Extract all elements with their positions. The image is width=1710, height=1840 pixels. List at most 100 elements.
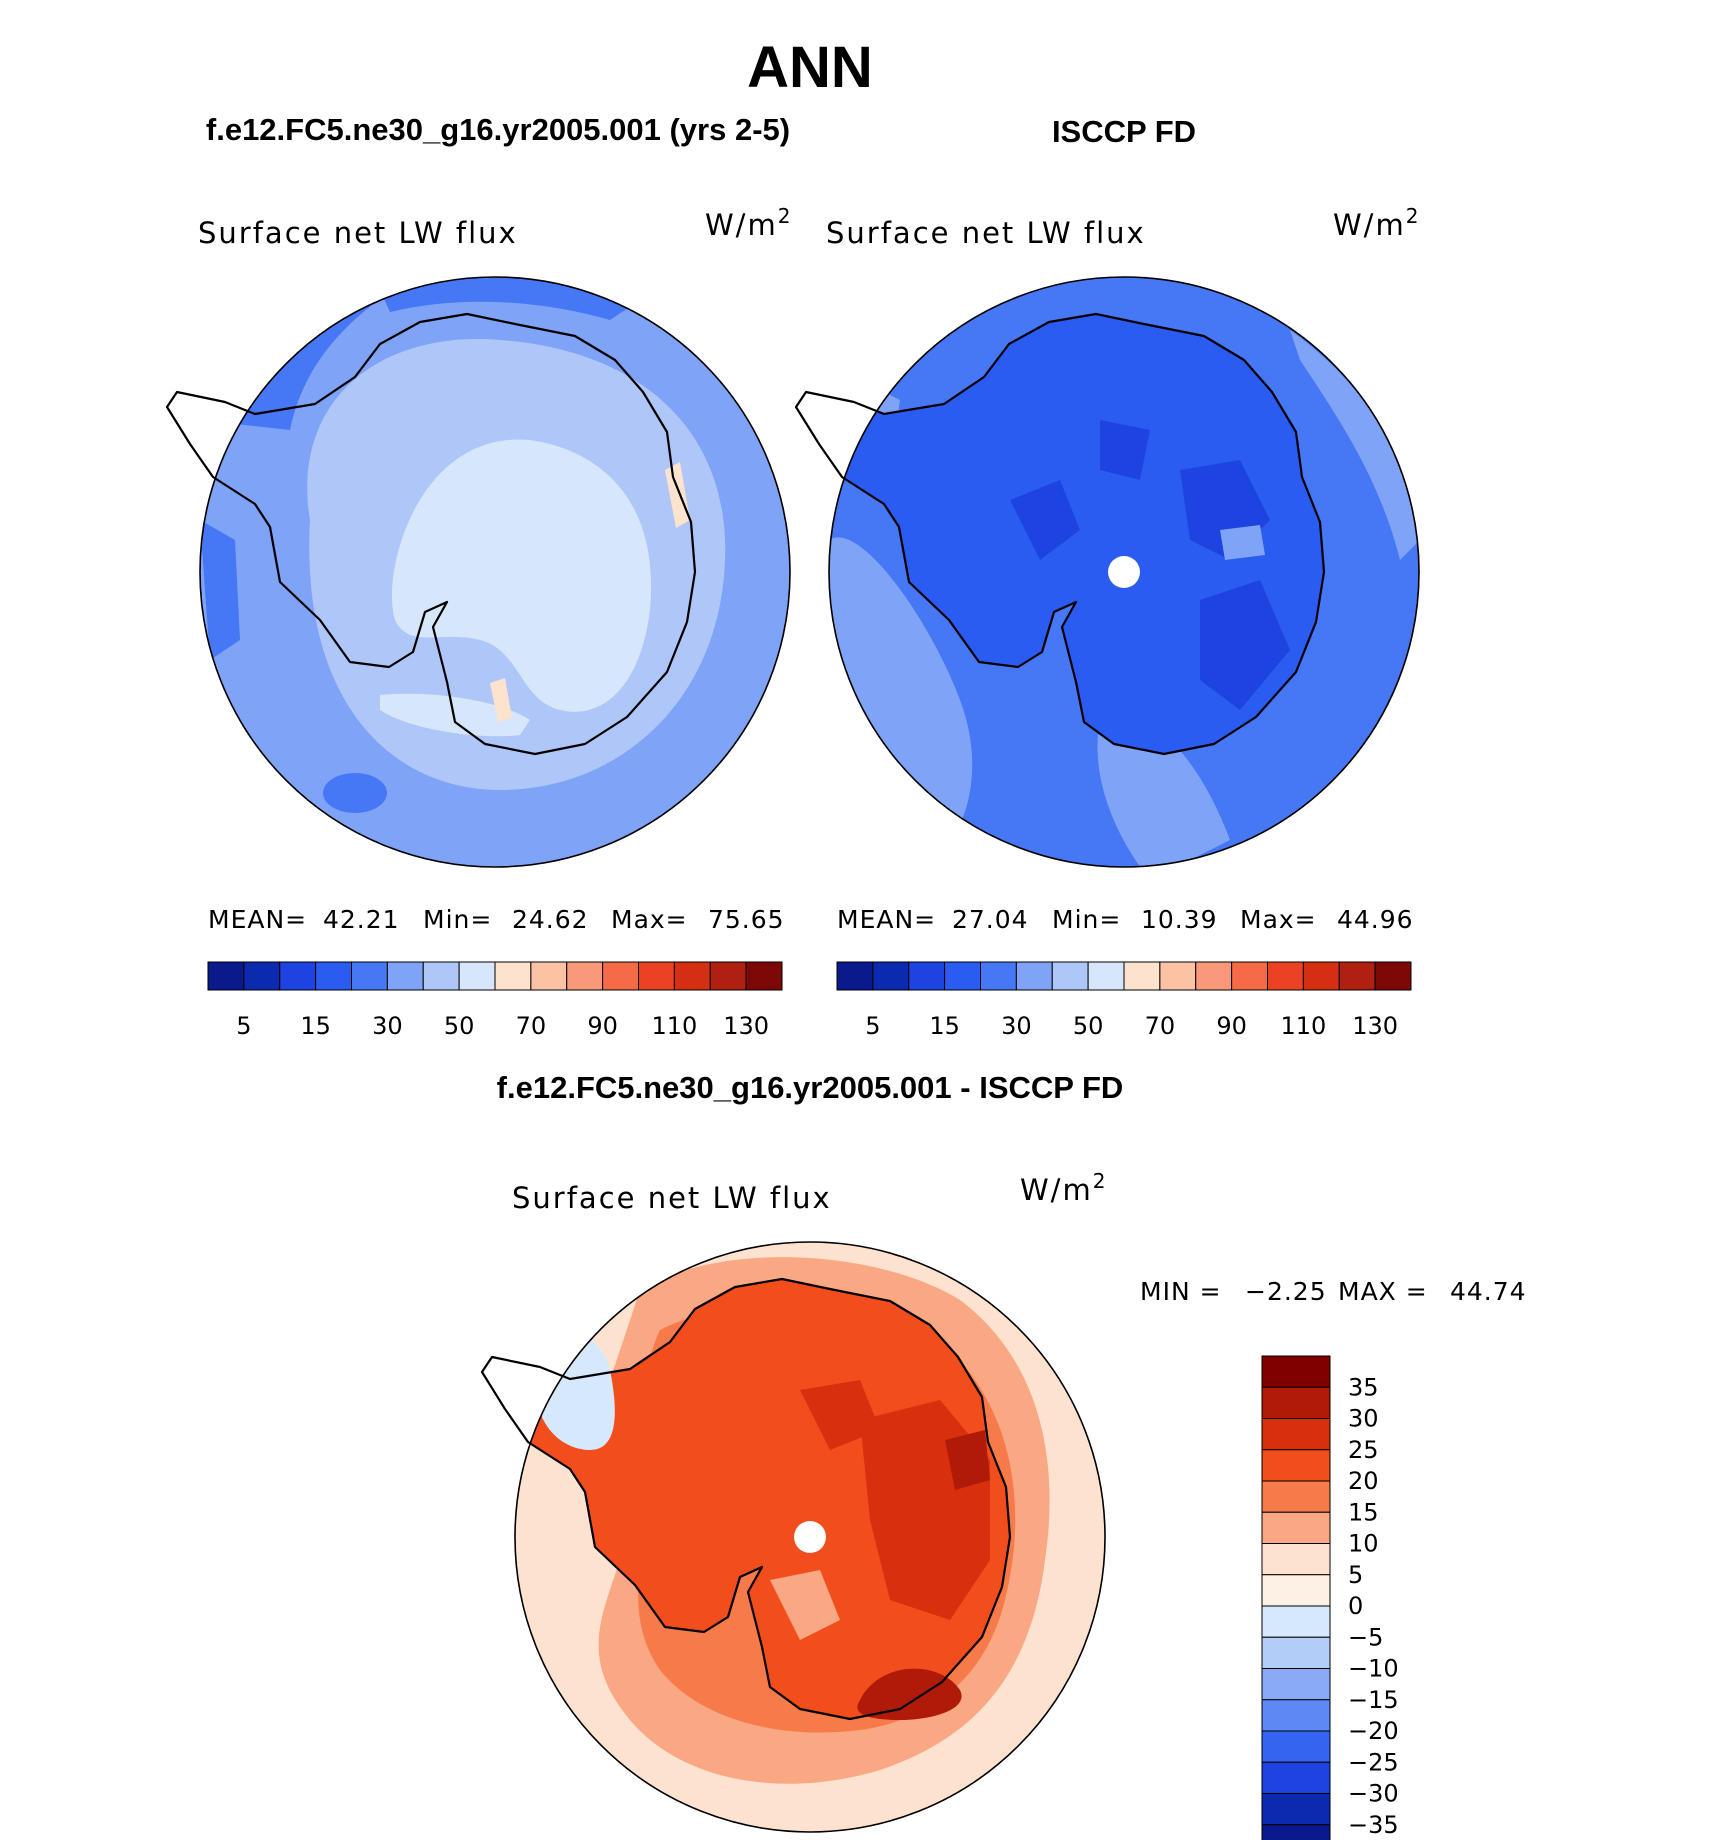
colorbar-swatch — [709, 961, 747, 991]
colorbar-tick-label: −15 — [1348, 1686, 1399, 1714]
colorbar-swatch — [494, 961, 532, 991]
colorbar-tick-label: 30 — [372, 1012, 403, 1040]
colorbar-tick-label: 50 — [444, 1012, 475, 1040]
colorbar-tick-label: 15 — [300, 1012, 331, 1040]
colorbar-tick-label: −20 — [1348, 1717, 1399, 1745]
stat-max-label: MAX = — [1338, 1277, 1428, 1306]
map-border — [828, 276, 1420, 868]
stat-min-value: 10.39 — [1141, 905, 1218, 934]
stat-min-label: MIN = — [1140, 1277, 1222, 1306]
colorbar-swatch — [1261, 1636, 1331, 1669]
map-region-outer-ring — [200, 520, 240, 660]
colorbar-tick-label: 5 — [865, 1012, 880, 1040]
colorbar-swatch — [530, 961, 568, 991]
colorbar-swatch — [1195, 961, 1233, 991]
colorbar-tick-label: 30 — [1348, 1405, 1379, 1433]
map-region-interior-dark — [1100, 420, 1150, 480]
panel-model-units: W/m2 — [705, 204, 792, 242]
colorbar-tick-label: 5 — [236, 1012, 251, 1040]
map-region-interior-dark — [1200, 580, 1290, 710]
colorbar-swatch — [1261, 1480, 1331, 1513]
colorbar-swatch — [673, 961, 711, 991]
colorbar-swatch — [872, 961, 910, 991]
colorbar-swatch — [1267, 961, 1304, 991]
colorbar-swatch — [386, 961, 424, 991]
panel-difference-stats: MIN = −2.25 MAX = 44.74 — [1140, 1277, 1526, 1306]
pole-hole — [794, 1521, 826, 1553]
panel-obs-stats: MEAN= 27.04 Min= 10.39 Max= 44.96 — [837, 905, 1414, 934]
units-exponent: 2 — [1093, 1169, 1108, 1193]
colorbar-tick-label: 35 — [1348, 1373, 1379, 1401]
stat-min-label: Min= — [1052, 905, 1121, 934]
units-exponent: 2 — [778, 204, 793, 228]
colorbar-tick-label: 130 — [723, 1012, 769, 1040]
panel-model-legend: 5 15 30 50 70 90 110 130 — [207, 961, 783, 1040]
stat-max-label: Max= — [611, 905, 688, 934]
colorbar-swatch — [1261, 1418, 1331, 1451]
map-region-ocean-near — [770, 1570, 840, 1640]
colorbar-swatch — [422, 961, 460, 991]
colorbar-swatch — [1261, 1793, 1331, 1826]
colorbar-tick-label: 10 — [1348, 1530, 1379, 1558]
map-region-outer-ring — [323, 773, 387, 813]
panel-difference-map — [515, 1242, 1105, 1832]
colorbar-swatch — [638, 961, 675, 991]
colorbar-swatch — [207, 961, 245, 991]
panel-obs-map — [829, 277, 1419, 867]
colorbar-tick-label: 70 — [516, 1012, 547, 1040]
colorbar-tick-label: 70 — [1145, 1012, 1176, 1040]
panel-model-title: f.e12.FC5.ne30_g16.yr2005.001 (yrs 2-5) — [206, 112, 790, 147]
colorbar-swatch — [1374, 961, 1412, 991]
colorbar-tick-label: 50 — [1073, 1012, 1104, 1040]
colorbar-tick-label: 30 — [1001, 1012, 1032, 1040]
colorbar-swatch — [944, 961, 981, 991]
colorbar-swatch — [1261, 1543, 1331, 1576]
panel-obs-units: W/m2 — [1333, 204, 1420, 242]
colorbar-swatch — [1261, 1668, 1331, 1701]
colorbar-tick-label: 110 — [651, 1012, 697, 1040]
stat-mean-label: MEAN= — [837, 905, 936, 934]
units-base: W/m — [705, 208, 778, 242]
colorbar-swatch — [836, 961, 874, 991]
units-exponent: 2 — [1406, 204, 1421, 228]
stat-max-value: 75.65 — [708, 905, 785, 934]
colorbar-tick-label: 90 — [587, 1012, 618, 1040]
map-region-interior — [380, 693, 530, 737]
panel-obs-variable: Surface net LW flux — [826, 216, 1146, 250]
panel-difference-legend: 35 30 25 20 15 10 5 0 −5 −10 −15 −20 −25 −30 −35 — [1261, 1355, 1399, 1840]
colorbar-swatch — [1261, 1574, 1331, 1607]
map-region-outer-light — [1290, 330, 1419, 560]
colorbar-swatch — [1261, 1824, 1331, 1840]
panel-model: f.e12.FC5.ne30_g16.yr2005.001 (yrs 2-5) … — [165, 112, 792, 1040]
units-base: W/m — [1020, 1173, 1093, 1207]
colorbar-swatch — [1261, 1355, 1331, 1388]
colorbar-swatch — [243, 961, 281, 991]
colorbar-tick-label: 5 — [1348, 1561, 1363, 1589]
colorbar-tick-label: −30 — [1348, 1780, 1399, 1808]
colorbar-swatch — [351, 961, 388, 991]
map-region-interior-dark — [1010, 480, 1080, 560]
panel-obs-title: ISCCP FD — [1052, 114, 1196, 149]
colorbar-swatch — [1261, 1761, 1331, 1794]
panel-model-map — [200, 277, 790, 867]
colorbar-swatch — [458, 961, 496, 991]
colorbar-swatch — [908, 961, 946, 991]
panel-difference-variable: Surface net LW flux — [512, 1181, 832, 1215]
panel-obs-legend: 5 15 30 50 70 90 110 130 — [836, 961, 1412, 1040]
map-region-hotspot-deep — [857, 1668, 962, 1720]
colorbar-swatch — [1087, 961, 1125, 991]
stat-mean-value: 42.21 — [323, 905, 400, 934]
colorbar-swatch — [1302, 961, 1340, 991]
panel-model-stats: MEAN= 42.21 Min= 24.62 Max= 75.65 — [208, 905, 785, 934]
figure-title: ANN — [747, 35, 873, 100]
colorbar-swatch — [1261, 1699, 1331, 1732]
colorbar-swatch — [1261, 1730, 1331, 1763]
colorbar-swatch — [1015, 961, 1053, 991]
map-border — [199, 276, 791, 868]
stat-max-value: 44.96 — [1337, 905, 1414, 934]
colorbar-swatch — [315, 961, 352, 991]
colorbar-swatch — [980, 961, 1017, 991]
panel-difference-units: W/m2 — [1020, 1169, 1107, 1207]
colorbar-swatch — [1261, 1449, 1331, 1482]
